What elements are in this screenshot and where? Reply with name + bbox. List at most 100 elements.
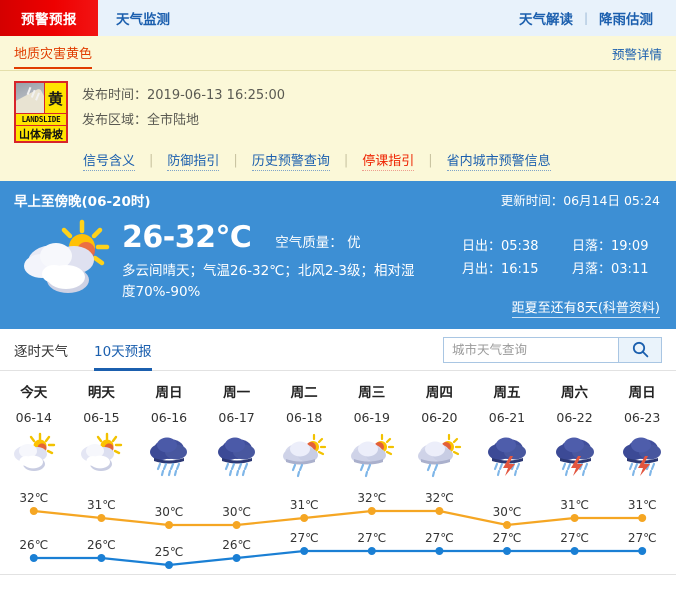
forecast-day-column[interactable]: 周四 06-20 <box>406 381 474 479</box>
update-time-label: 更新时间：06月14日 05:24 <box>500 193 660 208</box>
temperature-point <box>300 514 309 522</box>
temperature-label: 27℃ <box>560 531 589 545</box>
forecast-day-column[interactable]: 周一 06-17 <box>203 381 271 479</box>
sun-cloud-rain-icon <box>350 433 394 478</box>
forecast-weather-icon-wrap <box>270 431 338 479</box>
forecast-weekday: 明天 <box>87 385 115 401</box>
landslide-warning-icon: 黄 LANDSLIDE 山体滑坡 <box>14 81 68 143</box>
forecast-weather-icon-wrap <box>135 431 203 479</box>
warning-links-row: 信号含义 | 防御指引 | 历史预警查询 | 停课指引 | 省内城市预警信息 <box>0 143 676 171</box>
temperature-label: 32℃ <box>19 493 48 505</box>
temperature-point <box>29 507 38 515</box>
current-weather-main: 26-32℃ 空气质量： 优 多云间晴天；气温26-32℃；北风2-3级；相对湿… <box>14 214 662 303</box>
forecast-day-column[interactable]: 周三 06-19 <box>338 381 406 479</box>
search-button[interactable] <box>618 336 662 363</box>
forecast-date: 06-18 <box>286 410 323 425</box>
temperature-point <box>97 514 106 522</box>
tab-hourly-weather[interactable]: 逐时天气 <box>14 343 68 360</box>
temperature-point <box>165 561 173 569</box>
temperature-label: 26℃ <box>19 538 48 552</box>
sunrise-label: 日出：05:38 <box>462 239 539 254</box>
warning-link-province-cities[interactable]: 省内城市预警信息 <box>446 150 551 171</box>
forecast-weekday: 周五 <box>493 385 521 401</box>
warning-text-lines: 发布时间：2019-06-13 16:25:00 发布区域：全市陆地 <box>82 81 285 143</box>
forecast-day-column[interactable]: 明天 06-15 <box>68 381 136 479</box>
tab-ten-day-forecast[interactable]: 10天预报 <box>94 329 152 371</box>
city-search-input[interactable] <box>443 336 618 363</box>
forecast-day-column[interactable]: 今天 06-14 <box>0 381 68 479</box>
warning-link-signal-meaning[interactable]: 信号含义 <box>83 150 136 171</box>
forecast-weather-icon-wrap <box>338 431 406 479</box>
nav-tab-warning-forecast[interactable]: 预警预报 <box>0 0 98 36</box>
forecast-date: 06-14 <box>15 410 52 425</box>
link-separator: | <box>149 153 154 168</box>
forecast-weather-icon-wrap <box>541 431 609 479</box>
forecast-weather-icon-wrap <box>0 431 68 479</box>
temperature-label: 27℃ <box>357 531 386 545</box>
temperature-point <box>503 521 511 529</box>
nav-tab-weather-monitor[interactable]: 天气监测 <box>116 12 170 28</box>
temperature-point <box>435 507 444 515</box>
nav-link-weather-interpretation[interactable]: 天气解读 <box>518 12 573 28</box>
temperature-point <box>503 547 511 555</box>
warning-panel: 地质灾害黄色 预警详情 黄 LANDSLIDE 山体滑坡 发布时间：2019-0… <box>0 36 676 181</box>
forecast-day-column[interactable]: 周六 06-22 <box>541 381 609 479</box>
forecast-day-column[interactable]: 周五 06-21 <box>473 381 541 479</box>
temperature-label: 27℃ <box>628 531 657 545</box>
forecast-day-column[interactable]: 周日 06-16 <box>135 381 203 479</box>
warning-tab-geological-yellow[interactable]: 地质灾害黄色 <box>14 43 93 69</box>
temperature-point <box>97 554 106 562</box>
warning-divider <box>0 70 676 71</box>
temperature-point <box>300 547 309 555</box>
current-weather-description: 多云间晴天；气温26-32℃；北风2-3级；相对湿度70%-90% <box>122 263 415 300</box>
forecast-day-column[interactable]: 周日 06-23 <box>608 381 676 479</box>
forecast-date: 06-23 <box>623 410 661 425</box>
forecast-date: 06-17 <box>218 410 255 425</box>
top-nav-right-links: 天气解读 | 降雨估测 <box>508 0 676 36</box>
forecast-weather-icon-wrap <box>608 431 676 479</box>
temperature-label: 32℃ <box>425 493 454 505</box>
astronomy-info: 日出：05:38 日落：19:09 月出：16:15 月落：03:11 <box>462 235 660 281</box>
forecast-date: 06-20 <box>421 410 458 425</box>
forecast-weekday: 周三 <box>358 385 386 401</box>
temperature-label: 30℃ <box>222 505 251 519</box>
landslide-slope-graphic <box>16 83 44 113</box>
temperature-point <box>638 514 647 522</box>
top-navigation-bar: 预警预报 天气监测 天气解读 | 降雨估测 <box>0 0 676 36</box>
forecast-weather-icon-wrap <box>203 431 271 479</box>
temperature-point <box>435 547 444 555</box>
forecast-date: 06-21 <box>488 410 526 425</box>
temperature-label: 30℃ <box>493 505 522 519</box>
thunderstorm-icon <box>487 437 526 477</box>
warning-detail-link[interactable]: 预警详情 <box>611 46 662 62</box>
forecast-date: 06-16 <box>150 410 188 425</box>
warning-link-history-query[interactable]: 历史预警查询 <box>251 150 330 171</box>
landslide-icon-english: LANDSLIDE <box>16 113 66 125</box>
current-period-label: 早上至傍晚(06-20时) <box>14 194 151 210</box>
forecast-date: 06-15 <box>83 410 120 425</box>
moonrise-label: 月出：16:15 <box>462 262 539 277</box>
sun-cloud-rain-icon <box>283 433 327 478</box>
solar-term-link[interactable]: 距夏至还有8天(科普资料) <box>511 297 660 318</box>
air-quality-label: 空气质量： 优 <box>275 235 361 251</box>
forecast-tabs-row: 逐时天气 10天预报 <box>0 329 676 371</box>
forecast-date: 06-22 <box>556 410 593 425</box>
warning-link-class-suspension[interactable]: 停课指引 <box>362 150 415 171</box>
link-separator: | <box>428 153 433 168</box>
temperature-row: 26-32℃ 空气质量： 优 <box>122 220 662 255</box>
temperature-point <box>570 547 579 555</box>
warning-issue-time: 发布时间：2019-06-13 16:25:00 <box>82 88 286 103</box>
temperature-point <box>367 547 376 555</box>
forecast-weekday: 周二 <box>290 385 318 401</box>
sun-cloud-rain-icon <box>418 433 462 478</box>
forecast-day-column[interactable]: 周二 06-18 <box>270 381 338 479</box>
temperature-label: 30℃ <box>155 505 184 519</box>
landslide-level-char: 黄 <box>44 83 66 113</box>
temperature-label: 27℃ <box>493 531 522 545</box>
nav-link-rainfall-estimate[interactable]: 降雨估测 <box>599 12 653 28</box>
warning-link-defense-guide[interactable]: 防御指引 <box>167 150 220 171</box>
thunderstorm-icon <box>555 437 594 477</box>
sun-cloud-icon <box>13 432 55 471</box>
forecast-weekday: 周六 <box>561 385 589 401</box>
current-temperature-range: 26-32℃ <box>122 220 252 255</box>
